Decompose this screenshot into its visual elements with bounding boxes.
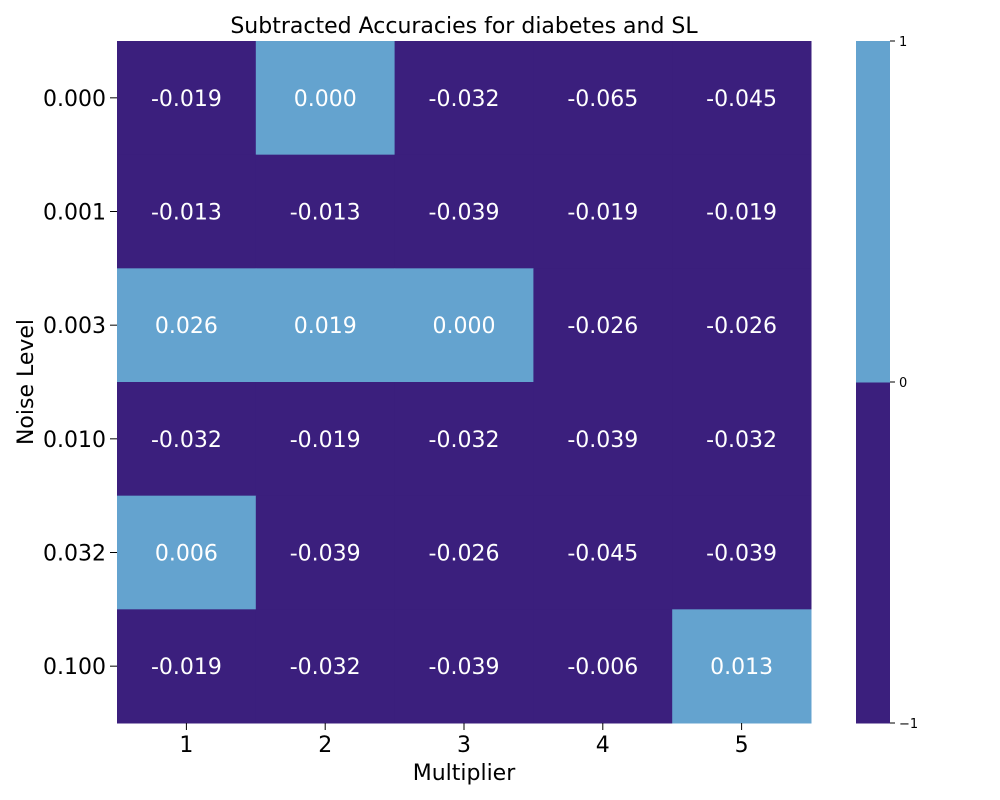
cell-value-label: -0.032 [429, 87, 500, 112]
heatmap-cell [533, 495, 673, 610]
heatmap-cell [533, 154, 673, 269]
heatmap-cell-labels: -0.019 0.000 -0.032 -0.065 -0.045 -0.013 -0.01… [151, 87, 777, 680]
y-tick-label: 0.032 [43, 542, 106, 567]
colorbar-tick-label: 1 [899, 35, 907, 50]
cell-value-label: -0.032 [706, 428, 777, 453]
cell-value-label: 0.000 [433, 314, 496, 339]
y-tick-label: 0.001 [43, 201, 106, 226]
cell-value-label: 0.006 [155, 542, 218, 567]
heatmap-cells [117, 41, 812, 724]
heatmap-cell [533, 41, 673, 156]
heatmap-cell [117, 382, 257, 497]
cell-value-label: -0.019 [290, 428, 361, 453]
heatmap-cell [394, 495, 534, 610]
cell-value-label: -0.039 [567, 428, 638, 453]
colorbar-segment [856, 382, 890, 724]
cell-value-label: -0.065 [567, 87, 638, 112]
heatmap-cell [394, 268, 534, 383]
y-tick-label: 0.000 [43, 87, 106, 112]
cell-value-label: -0.019 [706, 201, 777, 226]
heatmap-cell [394, 609, 534, 724]
cell-value-label: -0.013 [151, 201, 222, 226]
heatmap-cell [117, 268, 257, 383]
heatmap-cell [117, 495, 257, 610]
cell-value-label: -0.006 [567, 655, 638, 680]
cell-value-label: 0.019 [294, 314, 357, 339]
y-axis-label: Noise Level [14, 319, 39, 445]
x-tick-label: 3 [457, 733, 471, 758]
cell-value-label: -0.039 [706, 542, 777, 567]
heatmap-cell [255, 154, 396, 269]
cell-value-label: -0.019 [567, 201, 638, 226]
heatmap-cell [672, 382, 812, 497]
heatmap-cell [117, 609, 257, 724]
heatmap-cell [117, 154, 257, 269]
heatmap-cell [255, 609, 396, 724]
heatmap-cell [117, 41, 257, 156]
heatmap-cell [672, 495, 812, 610]
cell-value-label: -0.039 [290, 542, 361, 567]
heatmap-cell [672, 609, 812, 724]
y-tick-label: 0.003 [43, 314, 106, 339]
heatmap-cell [255, 268, 396, 383]
heatmap-cell [394, 154, 534, 269]
heatmap-cell [394, 41, 534, 156]
heatmap-cell [533, 382, 673, 497]
colorbar-tick-label: 0 [899, 376, 907, 391]
heatmap-cell [533, 268, 673, 383]
y-axis: 0.000 0.001 0.003 0.010 0.032 0.100 [43, 87, 117, 680]
heatmap-cell [672, 41, 812, 156]
cell-value-label: -0.039 [429, 201, 500, 226]
chart-title: Subtracted Accuracies for diabetes and S… [230, 14, 698, 39]
colorbar-segment [856, 41, 890, 383]
y-tick-label: 0.100 [43, 655, 106, 680]
cell-value-label: -0.039 [429, 655, 500, 680]
cell-value-label: -0.026 [567, 314, 638, 339]
cell-value-label: 0.000 [294, 87, 357, 112]
x-axis-label: Multiplier [413, 761, 517, 786]
cell-value-label: -0.032 [429, 428, 500, 453]
heatmap-cell [255, 41, 396, 156]
x-tick-label: 2 [318, 733, 332, 758]
cell-value-label: -0.032 [290, 655, 361, 680]
cell-value-label: -0.019 [151, 87, 222, 112]
cell-value-label: -0.013 [290, 201, 361, 226]
cell-value-label: 0.013 [710, 655, 773, 680]
cell-value-label: -0.045 [706, 87, 777, 112]
x-tick-label: 4 [596, 733, 610, 758]
colorbar-tick-label: −1 [899, 717, 918, 732]
x-axis: 1 2 3 4 5 [179, 723, 749, 758]
x-tick-label: 5 [735, 733, 749, 758]
x-tick-label: 1 [179, 733, 193, 758]
cell-value-label: -0.026 [706, 314, 777, 339]
heatmap-cell [394, 382, 534, 497]
cell-value-label: 0.026 [155, 314, 218, 339]
cell-value-label: -0.032 [151, 428, 222, 453]
heatmap-cell [533, 609, 673, 724]
colorbar: 1 0 −1 [856, 35, 918, 732]
y-tick-label: 0.010 [43, 428, 106, 453]
cell-value-label: -0.026 [429, 542, 500, 567]
heatmap-cell [255, 495, 396, 610]
cell-value-label: -0.019 [151, 655, 222, 680]
heatmap-cell [672, 268, 812, 383]
cell-value-label: -0.045 [567, 542, 638, 567]
heatmap-cell [255, 382, 396, 497]
heatmap-cell [672, 154, 812, 269]
